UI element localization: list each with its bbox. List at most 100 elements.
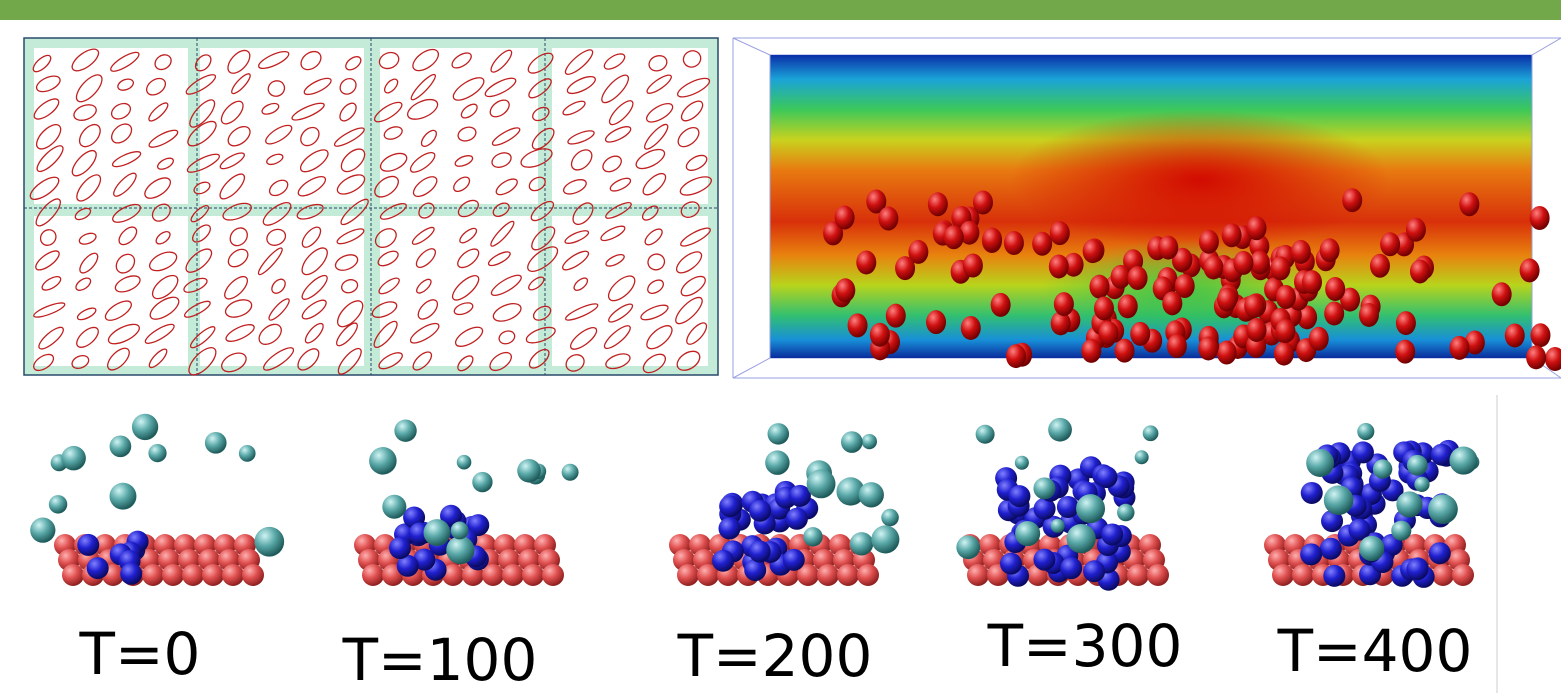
particle	[835, 206, 855, 230]
particle	[895, 256, 915, 280]
particle	[856, 250, 876, 274]
sphere	[1352, 441, 1374, 463]
particle	[1247, 318, 1267, 342]
sphere	[1051, 519, 1065, 533]
particle	[991, 293, 1011, 317]
sphere	[1060, 557, 1082, 579]
sphere	[446, 536, 474, 564]
time-label: T=0	[79, 620, 201, 688]
sphere	[1429, 542, 1451, 564]
particle	[1130, 322, 1150, 346]
sphere	[362, 564, 384, 586]
particle	[1410, 259, 1430, 283]
sphere	[394, 419, 416, 441]
sphere	[148, 444, 166, 462]
time-label: T=300	[987, 612, 1183, 680]
particle	[878, 207, 898, 231]
sphere	[110, 483, 137, 510]
sphere	[120, 563, 142, 585]
sphere	[783, 549, 805, 571]
particle	[973, 191, 993, 215]
particle	[1004, 231, 1024, 255]
sphere	[850, 532, 873, 555]
particle	[1449, 336, 1469, 360]
sphere	[1033, 477, 1055, 499]
sphere	[1127, 564, 1149, 586]
sphere	[202, 564, 224, 586]
sphere	[1432, 564, 1454, 586]
particle	[1006, 344, 1026, 368]
sphere	[768, 423, 790, 445]
field-panel	[733, 38, 1561, 378]
sphere	[976, 425, 995, 444]
sphere	[389, 537, 411, 559]
sphere	[1101, 523, 1123, 545]
sphere	[1452, 564, 1474, 586]
sphere	[1292, 564, 1314, 586]
sphere	[1015, 521, 1040, 546]
particle	[886, 304, 906, 328]
particle	[1203, 255, 1223, 279]
particle	[1395, 340, 1415, 364]
sphere	[205, 432, 227, 454]
sphere	[967, 564, 989, 586]
particle	[1217, 288, 1237, 312]
particle	[1244, 294, 1264, 318]
particle	[1050, 221, 1070, 245]
particle	[1370, 254, 1390, 278]
sphere	[1373, 459, 1392, 478]
particle	[1128, 266, 1148, 290]
sphere	[803, 527, 822, 546]
particle	[1270, 256, 1290, 280]
particle	[1545, 347, 1561, 371]
particle	[963, 253, 983, 277]
sphere	[1076, 494, 1105, 523]
sphere	[749, 541, 771, 563]
sphere	[1143, 425, 1159, 441]
sphere	[502, 564, 524, 586]
snapshots	[30, 414, 1479, 591]
sphere	[1407, 455, 1428, 476]
sphere	[87, 557, 109, 579]
sphere	[1359, 536, 1384, 561]
particle	[928, 192, 948, 216]
sphere	[142, 564, 164, 586]
sphere	[859, 482, 884, 507]
sphere	[49, 495, 67, 513]
sphere	[1396, 491, 1422, 517]
sphere	[1301, 482, 1323, 504]
particle	[1049, 254, 1069, 278]
particle	[1111, 265, 1131, 289]
sphere	[1323, 565, 1345, 587]
sphere	[881, 509, 899, 527]
sphere	[457, 455, 472, 470]
particle	[1396, 311, 1416, 335]
particle	[1233, 251, 1253, 275]
sphere	[254, 527, 284, 557]
sphere	[1057, 496, 1079, 518]
particle	[1167, 334, 1187, 358]
particle	[1302, 270, 1322, 294]
sphere	[1306, 449, 1334, 477]
sphere	[841, 431, 863, 453]
sphere	[61, 446, 86, 471]
sphere	[1147, 564, 1169, 586]
sphere	[1066, 524, 1095, 553]
particle	[1199, 230, 1219, 254]
sphere	[1300, 543, 1322, 565]
sphere	[1449, 447, 1477, 475]
sphere	[542, 564, 564, 586]
particle	[982, 228, 1002, 252]
sphere	[110, 435, 132, 457]
sphere	[1272, 564, 1294, 586]
sphere	[837, 564, 859, 586]
page: {"panels": [{"label": "T=0"}, {"label": …	[0, 0, 1561, 693]
sphere	[1406, 558, 1428, 580]
sphere	[1033, 549, 1055, 571]
sphere	[222, 564, 244, 586]
sphere	[786, 508, 808, 530]
sphere	[1320, 538, 1342, 560]
sphere	[871, 525, 899, 553]
particle	[1246, 216, 1266, 240]
sphere	[862, 434, 877, 449]
